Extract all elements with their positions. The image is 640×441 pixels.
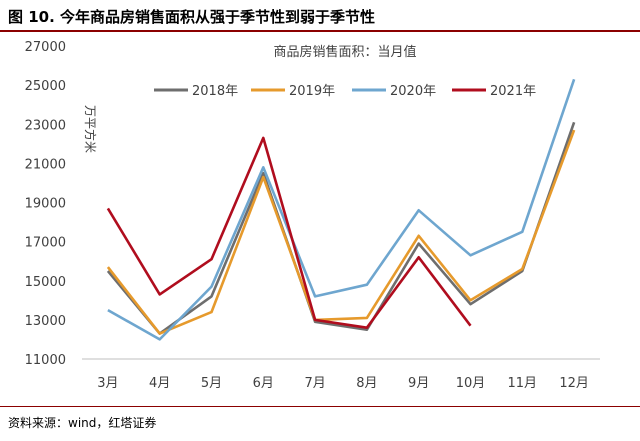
series-lines bbox=[106, 78, 576, 341]
y-tick-label: 27000 bbox=[25, 40, 66, 55]
x-tick-label: 6月 bbox=[253, 376, 274, 391]
source-note: 资料来源：wind，红塔证券 bbox=[8, 416, 157, 430]
y-tick-label: 15000 bbox=[25, 275, 66, 290]
series-line-2018年 bbox=[106, 121, 576, 335]
source-rule bbox=[0, 406, 640, 407]
x-tick-label: 7月 bbox=[304, 376, 325, 391]
y-axis: 11000 13000 15000 17000 19000 21000 23000 25000… bbox=[25, 40, 66, 368]
x-axis: 3月 4月 5月 6月 7月 8月 9月 10月 11月 12月 bbox=[82, 358, 600, 391]
y-tick-label: 21000 bbox=[25, 157, 66, 172]
x-tick-label: 9月 bbox=[408, 376, 429, 391]
y-tick-label: 25000 bbox=[25, 79, 66, 94]
series-line-2020年 bbox=[107, 78, 576, 341]
series-line-2019年 bbox=[106, 129, 576, 335]
y-axis-label: 万平方米 bbox=[83, 105, 98, 153]
y-tick-label: 19000 bbox=[25, 197, 66, 212]
x-tick-label: 11月 bbox=[508, 376, 538, 391]
y-tick-label: 13000 bbox=[25, 314, 66, 329]
legend-label: 2019年 bbox=[289, 84, 335, 99]
x-tick-label: 10月 bbox=[456, 376, 486, 391]
figure-title: 图 10. 今年商品房销售面积从强于季节性到弱于季节性 bbox=[8, 8, 376, 26]
x-tick-label: 5月 bbox=[201, 376, 222, 391]
title-rule bbox=[0, 30, 640, 32]
chart-title: 商品房销售面积：当月值 bbox=[273, 44, 416, 60]
x-tick-label: 8月 bbox=[356, 376, 377, 391]
y-tick-label: 11000 bbox=[25, 353, 66, 368]
x-tick-label: 3月 bbox=[97, 376, 118, 391]
legend-label: 2020年 bbox=[390, 84, 436, 99]
y-tick-label: 23000 bbox=[25, 118, 66, 133]
legend: 2018年 2019年 2020年 2021年 bbox=[154, 84, 536, 99]
legend-label: 2018年 bbox=[192, 84, 238, 99]
line-chart: 商品房销售面积：当月值 万平方米 11000 13000 15000 17000 190… bbox=[25, 40, 600, 391]
legend-label: 2021年 bbox=[490, 84, 536, 99]
x-tick-label: 12月 bbox=[559, 376, 589, 391]
series-line-2021年 bbox=[106, 136, 472, 329]
y-tick-label: 17000 bbox=[25, 236, 66, 251]
x-tick-label: 4月 bbox=[149, 376, 170, 391]
